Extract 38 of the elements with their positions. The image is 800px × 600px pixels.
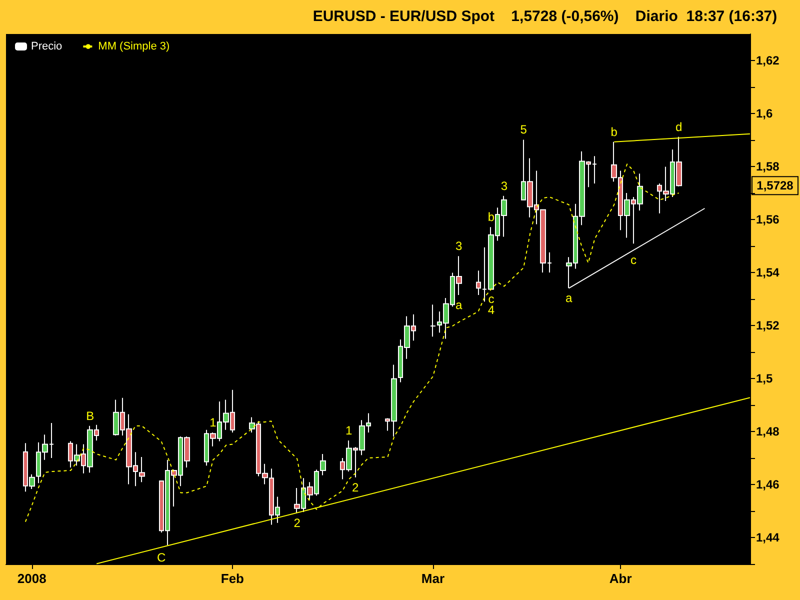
y-tick-label: 1,56 bbox=[756, 212, 780, 226]
annotation: 2 bbox=[294, 516, 301, 530]
y-tick-label: 1,62 bbox=[756, 54, 780, 68]
annotation: 3 bbox=[500, 178, 508, 193]
y-tick-label: 1,5 bbox=[756, 372, 774, 386]
y-tick-label: 1,52 bbox=[756, 318, 780, 332]
annotation: b bbox=[488, 210, 495, 224]
x-tick-label: Feb bbox=[220, 571, 244, 586]
annotation: a bbox=[456, 298, 463, 312]
x-tick-label: 2008 bbox=[17, 571, 46, 586]
y-tick-label: 1,54 bbox=[756, 266, 780, 280]
annotation: b bbox=[610, 124, 618, 139]
legend-label: MM (Simple 3) bbox=[98, 40, 170, 52]
x-tick-label: Abr bbox=[609, 571, 632, 586]
annotation: 1 bbox=[346, 424, 353, 438]
annotation: 5 bbox=[520, 122, 528, 137]
annotation: B bbox=[86, 408, 94, 423]
candlestick bbox=[139, 456, 145, 483]
text: 1,5728 bbox=[756, 178, 794, 193]
annotation: d bbox=[675, 120, 682, 134]
annotation: 3 bbox=[456, 239, 463, 254]
annotation: c bbox=[630, 253, 637, 268]
annotation: 4 bbox=[488, 303, 495, 318]
candlestick bbox=[430, 304, 436, 338]
annotation: 1 bbox=[210, 416, 217, 430]
annotation: a bbox=[566, 291, 573, 306]
candlestick bbox=[476, 270, 481, 296]
y-tick-label: 1,6 bbox=[756, 106, 774, 120]
y-tick-label: 1,44 bbox=[756, 530, 780, 544]
annotation: 2 bbox=[352, 480, 360, 494]
y-tick-label: 1,58 bbox=[756, 160, 780, 174]
legend-label: Precio bbox=[31, 40, 62, 52]
y-tick-label: 1,46 bbox=[756, 478, 780, 492]
annotation: C bbox=[156, 550, 166, 564]
chart-title: EURUSD - EUR/USD Spot 1,5728 (-0,56%) Diario 18:37 (16:37) bbox=[312, 8, 778, 25]
candlestick bbox=[320, 454, 326, 476]
y-tick-label: 1,48 bbox=[756, 424, 780, 438]
x-tick-label: Mar bbox=[421, 571, 445, 586]
